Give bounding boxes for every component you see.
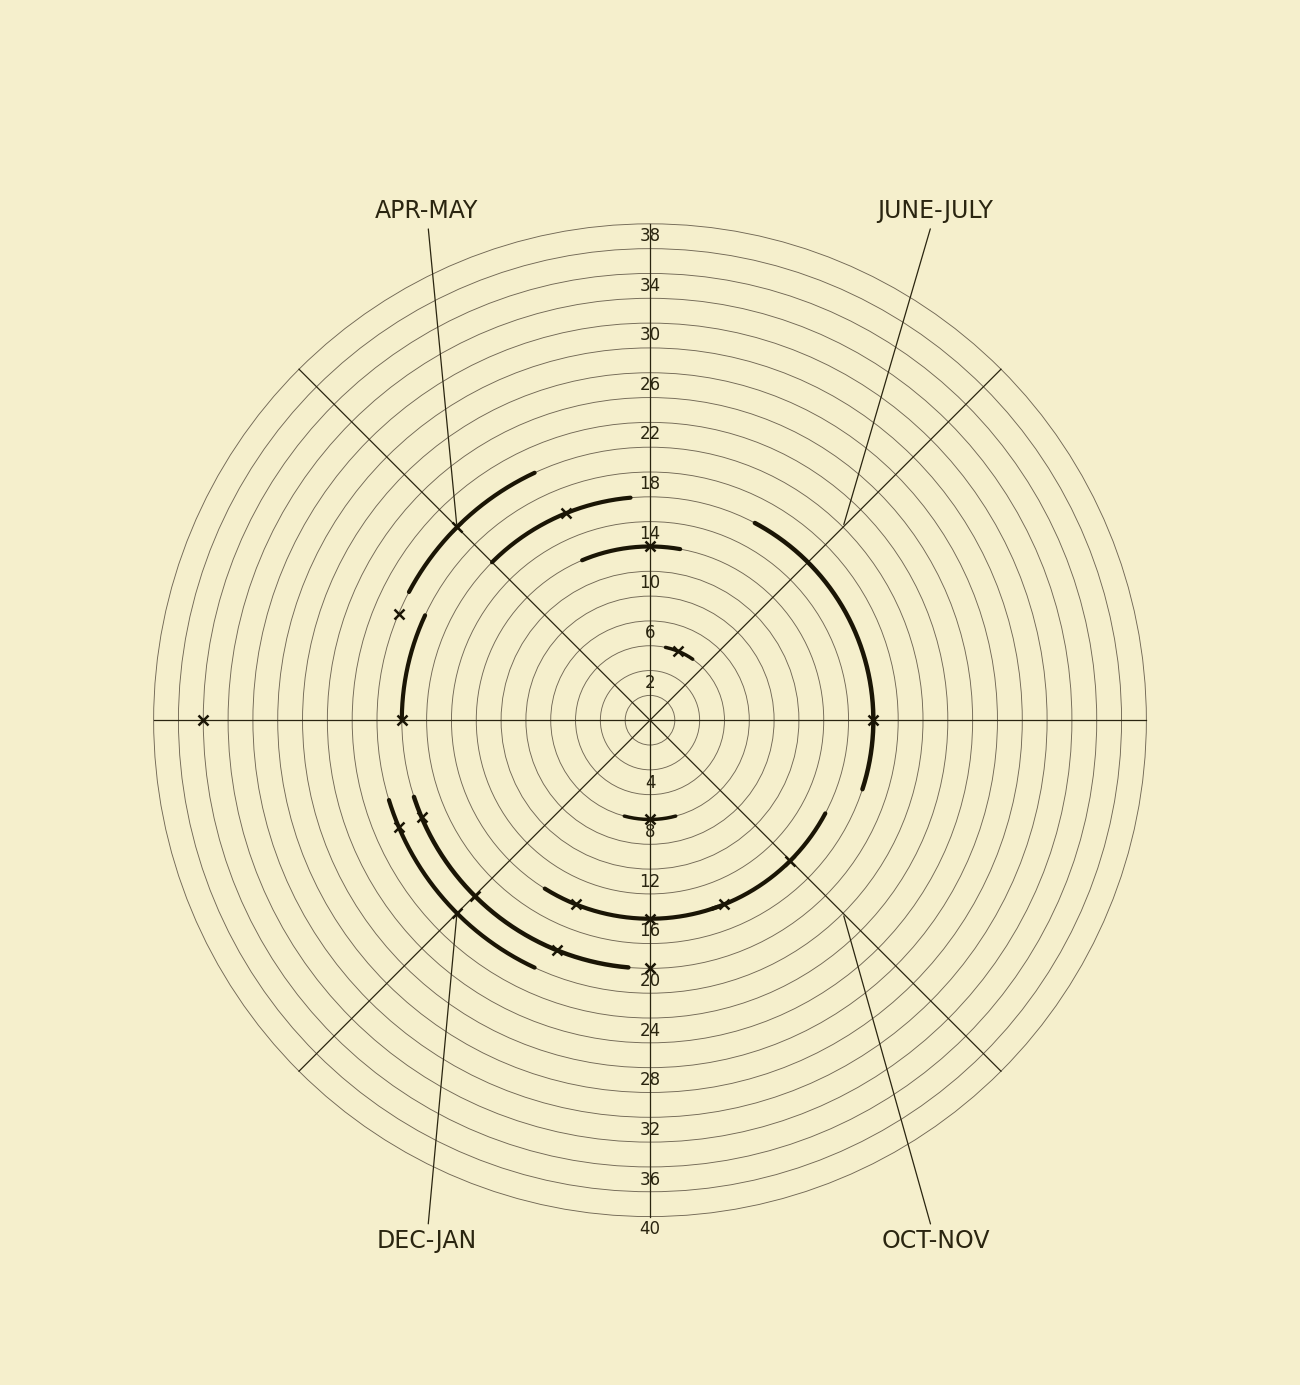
Text: 24: 24	[640, 1022, 660, 1040]
Text: 8: 8	[645, 823, 655, 841]
Text: 40: 40	[640, 1220, 660, 1238]
Text: 4: 4	[645, 774, 655, 792]
Text: 6: 6	[645, 625, 655, 643]
Text: 20: 20	[640, 972, 660, 990]
Text: 14: 14	[640, 525, 660, 543]
Text: 32: 32	[640, 1120, 660, 1138]
Text: 26: 26	[640, 375, 660, 393]
Text: 16: 16	[640, 922, 660, 940]
Text: 30: 30	[640, 327, 660, 345]
Text: 12: 12	[640, 873, 660, 891]
Text: 38: 38	[640, 227, 660, 245]
Text: OCT-NOV: OCT-NOV	[844, 915, 989, 1253]
Text: 2: 2	[645, 673, 655, 691]
Text: 28: 28	[640, 1072, 660, 1090]
Text: DEC-JAN: DEC-JAN	[377, 915, 477, 1253]
Text: JUNE-JULY: JUNE-JULY	[844, 199, 993, 525]
Text: 34: 34	[640, 277, 660, 295]
Text: APR-MAY: APR-MAY	[374, 199, 478, 525]
Text: 22: 22	[640, 425, 660, 443]
Text: 10: 10	[640, 575, 660, 593]
Text: 18: 18	[640, 475, 660, 493]
Text: 36: 36	[640, 1170, 660, 1188]
